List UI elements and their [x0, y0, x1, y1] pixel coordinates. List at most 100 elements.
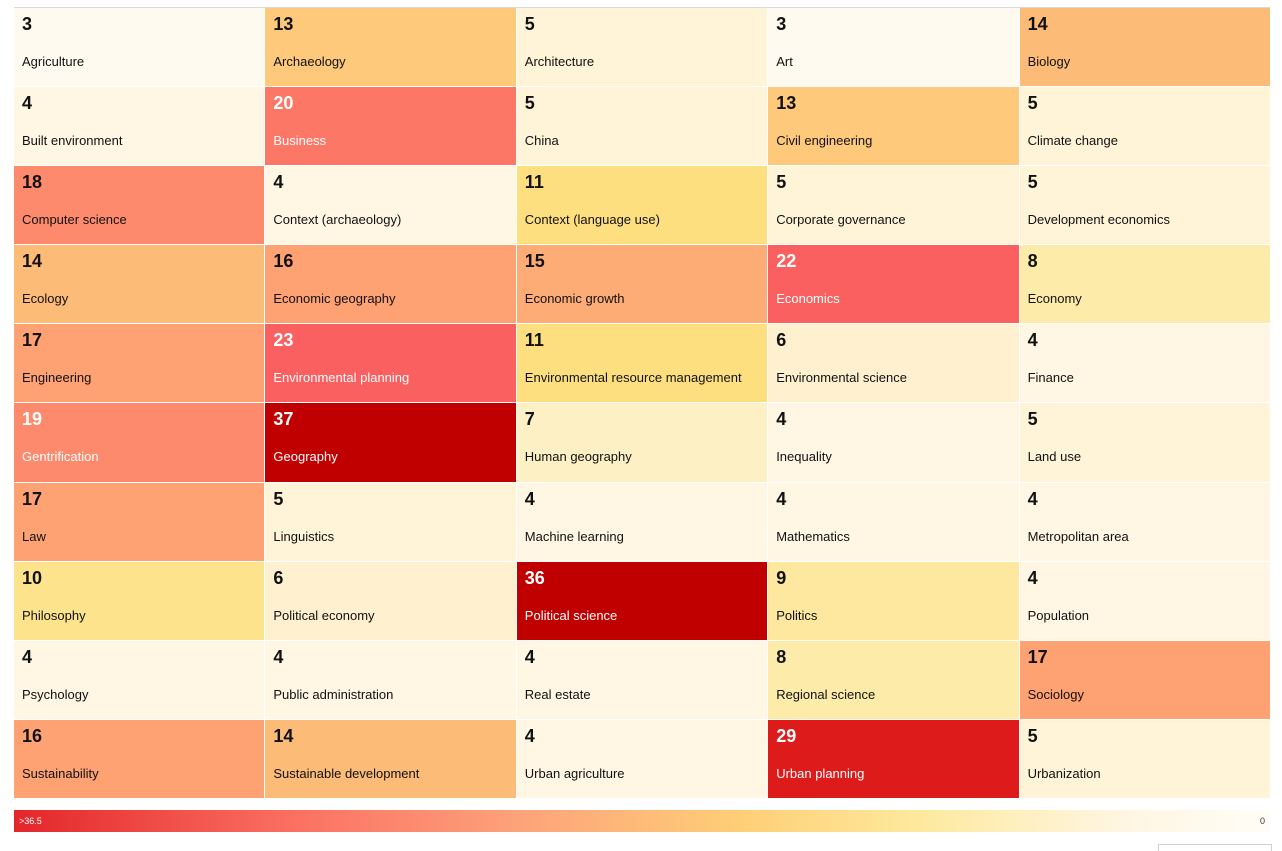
cell-value: 5: [776, 172, 787, 193]
heatmap-cell-politics[interactable]: 9 Politics: [768, 561, 1019, 640]
heatmap-cell-mathematics[interactable]: 4 Mathematics: [768, 482, 1019, 561]
heatmap-cell-geography[interactable]: 37 Geography: [265, 403, 516, 482]
cell-label: Politics: [776, 607, 818, 623]
heatmap-cell-agriculture[interactable]: 3 Agriculture: [14, 8, 265, 87]
heatmap-cell-environmental-science[interactable]: 6 Environmental science: [768, 324, 1019, 403]
cell-label: Civil engineering: [776, 133, 873, 149]
cell-label: Philosophy: [22, 607, 86, 623]
heatmap-cell-sustainable-development[interactable]: 14 Sustainable development: [265, 719, 516, 798]
cell-label: Ecology: [22, 291, 69, 307]
heatmap-cell-economy[interactable]: 8 Economy: [1019, 245, 1270, 324]
heatmap-cell-context-language-use[interactable]: 11 Context (language use): [516, 166, 768, 245]
cell-label: Environmental resource management: [524, 370, 742, 386]
cell-value: 9: [776, 567, 787, 588]
cell-value: 8: [776, 646, 787, 667]
cell-label: Urban agriculture: [524, 765, 625, 781]
heatmap-cell-political-science[interactable]: 36 Political science: [516, 561, 768, 640]
cell-label: Economics: [776, 291, 840, 307]
cell-value: 5: [1027, 409, 1038, 430]
cell-label: Political science: [524, 607, 618, 623]
heatmap-cell-climate-change[interactable]: 5 Climate change: [1019, 87, 1270, 166]
cell-label: Context (language use): [524, 212, 660, 228]
heatmap-cell-political-economy[interactable]: 6 Political economy: [265, 561, 516, 640]
heatmap-cell-machine-learning[interactable]: 4 Machine learning: [516, 482, 768, 561]
cell-value: 17: [22, 488, 43, 509]
cell-value: 14: [1027, 14, 1048, 34]
heatmap-cell-finance[interactable]: 4 Finance: [1019, 324, 1270, 403]
heatmap-cell-regional-science[interactable]: 8 Regional science: [768, 640, 1019, 719]
heatmap-cell-philosophy[interactable]: 10 Philosophy: [14, 561, 265, 640]
cell-value: 10: [22, 567, 43, 588]
cell-label: Business: [273, 133, 327, 149]
cell-label: Machine learning: [524, 528, 624, 544]
cell-label: Gentrification: [22, 449, 99, 465]
heatmap-cell-economic-geography[interactable]: 16 Economic geography: [265, 245, 516, 324]
cell-value: 11: [524, 172, 544, 193]
cell-value: 6: [776, 330, 787, 351]
heatmap-cell-art[interactable]: 3 Art: [768, 8, 1019, 87]
heatmap-cell-urban-agriculture[interactable]: 4 Urban agriculture: [516, 719, 768, 798]
cell-value: 8: [1027, 251, 1038, 272]
heatmap-cell-metropolitan-area[interactable]: 4 Metropolitan area: [1019, 482, 1270, 561]
heatmap-cell-real-estate[interactable]: 4 Real estate: [516, 640, 768, 719]
cell-value: 22: [776, 251, 797, 272]
heatmap-cell-law[interactable]: 17 Law: [14, 482, 265, 561]
cell-label: China: [524, 133, 559, 149]
heatmap-cell-urbanization[interactable]: 5 Urbanization: [1019, 719, 1270, 798]
heatmap-cell-civil-engineering[interactable]: 13 Civil engineering: [768, 87, 1019, 166]
heatmap-cell-land-use[interactable]: 5 Land use: [1019, 403, 1270, 482]
cell-label: Urban planning: [776, 765, 865, 781]
cell-value: 15: [524, 251, 545, 272]
heatmap-cell-urban-planning[interactable]: 29 Urban planning: [768, 719, 1019, 798]
cell-value: 37: [273, 409, 294, 430]
heatmap-cell-architecture[interactable]: 5 Architecture: [516, 8, 768, 87]
cell-label: Economy: [1027, 291, 1082, 307]
cell-label: Sustainability: [22, 765, 99, 781]
heatmap-cell-context-archaeology[interactable]: 4 Context (archaeology): [265, 166, 516, 245]
heatmap-cell-sociology[interactable]: 17 Sociology: [1019, 640, 1270, 719]
cell-label: Archaeology: [273, 54, 346, 69]
heatmap-cell-computer-science[interactable]: 18 Computer science: [14, 166, 265, 245]
cell-value: 19: [22, 409, 43, 430]
heatmap-cell-corporate-governance[interactable]: 5 Corporate governance: [768, 166, 1019, 245]
heatmap-cell-ecology[interactable]: 14 Ecology: [14, 245, 265, 324]
heatmap-cell-environmental-planning[interactable]: 23 Environmental planning: [265, 324, 516, 403]
heatmap-cell-public-administration[interactable]: 4 Public administration: [265, 640, 516, 719]
heatmap-cell-business[interactable]: 20 Business: [265, 87, 516, 166]
heatmap-grid: 3 Agriculture 13 Archaeology 5 Architecture 3 A…: [14, 8, 1270, 798]
heatmap-cell-biology[interactable]: 14 Biology: [1019, 8, 1270, 87]
cell-label: Metropolitan area: [1027, 528, 1129, 544]
heatmap-cell-psychology[interactable]: 4 Psychology: [14, 640, 265, 719]
top-divider: [14, 7, 1270, 8]
heatmap-cell-built-environment[interactable]: 4 Built environment: [14, 87, 265, 166]
heatmap-cell-sustainability[interactable]: 16 Sustainability: [14, 719, 265, 798]
heatmap-cell-inequality[interactable]: 4 Inequality: [768, 403, 1019, 482]
cell-value: 5: [524, 14, 535, 34]
cell-value: 4: [524, 646, 535, 667]
cell-label: Architecture: [524, 54, 595, 69]
heatmap-cell-linguistics[interactable]: 5 Linguistics: [265, 482, 516, 561]
heatmap-cell-economics[interactable]: 22 Economics: [768, 245, 1019, 324]
cell-value: 4: [273, 172, 284, 193]
cell-label: Computer science: [22, 212, 127, 228]
heatmap-cell-development-economics[interactable]: 5 Development economics: [1019, 166, 1270, 245]
heatmap-cell-economic-growth[interactable]: 15 Economic growth: [516, 245, 768, 324]
cell-value: 13: [273, 14, 294, 34]
cell-value: 4: [1027, 488, 1038, 509]
heatmap-cell-human-geography[interactable]: 7 Human geography: [516, 403, 768, 482]
cell-label: Political economy: [273, 607, 375, 623]
heatmap-cell-gentrification[interactable]: 19 Gentrification: [14, 403, 265, 482]
cell-value: 7: [524, 409, 535, 430]
cell-value: 20: [273, 93, 294, 114]
heatmap-cell-environmental-resource-management[interactable]: 11 Environmental resource management: [516, 324, 768, 403]
cell-label: Biology: [1027, 54, 1071, 69]
cell-label: Sustainable development: [273, 765, 420, 781]
heatmap-cell-population[interactable]: 4 Population: [1019, 561, 1270, 640]
heatmap-cell-archaeology[interactable]: 13 Archaeology: [265, 8, 516, 87]
heatmap-cell-engineering[interactable]: 17 Engineering: [14, 324, 265, 403]
cell-label: Economic growth: [524, 291, 625, 307]
cell-label: Economic geography: [273, 291, 396, 307]
cell-value: 4: [776, 488, 787, 509]
cell-label: Sociology: [1027, 686, 1084, 702]
heatmap-cell-china[interactable]: 5 China: [516, 87, 768, 166]
